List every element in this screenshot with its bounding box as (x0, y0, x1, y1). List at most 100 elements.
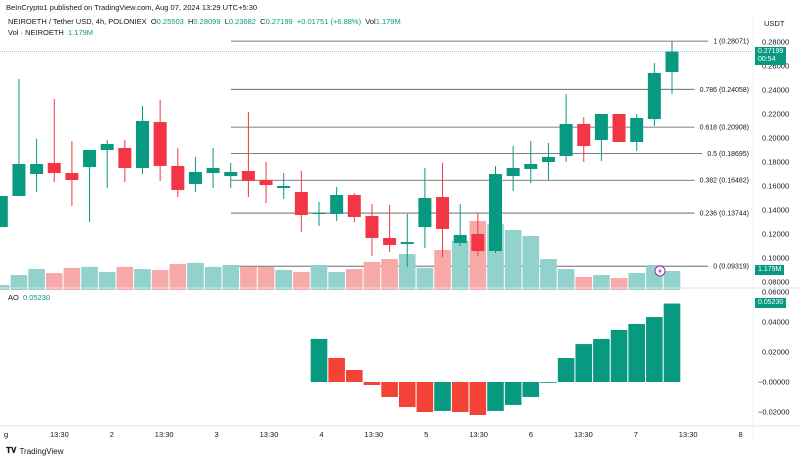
volume-bar (363, 261, 381, 290)
volume-bar (346, 269, 363, 290)
time-axis-tick: 13:30 (364, 430, 383, 439)
ao-bar (646, 317, 663, 382)
time-axis-tick: 4 (319, 430, 323, 439)
candle-body (400, 242, 414, 244)
candle-body (612, 114, 626, 142)
candle (577, 117, 591, 162)
time-axis-tick: 13:30 (260, 430, 279, 439)
time-axis-tick: 13:30 (679, 430, 698, 439)
candle-body (436, 197, 450, 229)
candle-body (453, 234, 467, 243)
volume-bar (116, 266, 134, 290)
bar-countdown: 00:54 (758, 56, 776, 63)
volume-bar (451, 240, 469, 290)
candle-body (418, 198, 432, 228)
candle (188, 156, 202, 192)
candle-body (577, 123, 591, 147)
candle (83, 150, 97, 222)
candle (524, 141, 538, 183)
price-axis-tick: 0.26000 (762, 62, 789, 71)
tradingview-footer[interactable]: 𝐓𝐕 TradingView (6, 446, 64, 456)
ao-bar (398, 382, 416, 408)
time-axis-tick: 13:30 (469, 430, 488, 439)
candle (171, 147, 185, 198)
symbol-title: NEIROETH / Tether USD, 4h, POLONIEX (8, 17, 147, 26)
ao-axis-tick: −0.02000 (758, 408, 790, 417)
ao-axis-tick: 0.06000 (762, 288, 789, 297)
volume-bars (0, 220, 681, 290)
volume-bar (275, 270, 292, 290)
candle-body (12, 164, 26, 196)
price-axis-tick: 0.24000 (762, 86, 789, 95)
volume-bar (416, 267, 434, 290)
candle (0, 195, 8, 228)
time-axis-tick: 3 (215, 430, 219, 439)
time-axis-tick: 2 (110, 430, 114, 439)
currency-label[interactable]: USDT (764, 19, 785, 28)
lightning-icon[interactable] (654, 265, 666, 277)
candle-body (47, 162, 61, 174)
volume-bar (63, 267, 81, 290)
ao-bar (363, 382, 381, 385)
candle (206, 147, 220, 189)
candle (418, 168, 432, 249)
candle-body (559, 123, 573, 156)
candle (12, 78, 26, 196)
price-axis[interactable]: 0.28000 0.26000 0.24000 0.22000 0.20000 0.180… (762, 38, 789, 287)
ao-bar (663, 303, 681, 382)
candle-body (630, 117, 644, 142)
brand-name: TradingView (19, 446, 64, 456)
candle-body (100, 144, 114, 150)
ao-legend[interactable]: AO 0.05230 (8, 293, 50, 302)
volume-legend-label: Vol · NEIROETH (8, 28, 64, 37)
volume-bar (240, 266, 257, 290)
candle (294, 171, 308, 232)
price-axis-tick: 0.16000 (762, 182, 789, 191)
candle-body (277, 186, 291, 189)
candle (100, 140, 114, 189)
volume-bar (169, 264, 187, 290)
time-axis[interactable]: g 13:30 2 13:30 3 13:30 4 13:30 5 13:30 6 13:30 7 13:… (4, 430, 743, 439)
fibonacci-retracement[interactable]: 1 (0.28071) 0.786 (0.24058) 0.618 (0.20908… (231, 39, 749, 271)
candle-body (489, 174, 502, 252)
fib-level-label: 0.618 (0.20908) (700, 125, 749, 132)
time-axis-tick: 6 (529, 430, 533, 439)
ao-bar (381, 382, 398, 397)
ao-legend-value: 0.05230 (23, 293, 51, 302)
volume-bar (222, 265, 240, 290)
candle (47, 99, 61, 183)
candle-body (665, 51, 679, 72)
volume-bar (257, 266, 275, 290)
price-axis-tick: 0.14000 (762, 206, 789, 215)
time-axis-tick: 13:30 (574, 430, 593, 439)
last-price-badge: 0.27199 00:54 (755, 47, 787, 65)
last-price-value: 0.27199 (758, 48, 784, 55)
volume-bar (540, 259, 557, 290)
candle-body (188, 171, 202, 184)
change-value: +0.01751 (+6.88%) (296, 17, 362, 26)
time-axis-tick: 13:30 (155, 430, 174, 439)
candle (665, 40, 679, 94)
volume-bar (151, 270, 169, 290)
time-axis-tick: 8 (739, 430, 743, 439)
candle-body (118, 147, 132, 168)
volume-bar (187, 262, 204, 290)
candle (30, 138, 44, 192)
symbol-legend: NEIROETH / Tether USD, 4h, POLONIEX O0.2… (8, 17, 401, 26)
volume-bar (328, 271, 345, 290)
candle (630, 114, 644, 151)
candle (594, 114, 608, 162)
candlesticks (0, 40, 679, 267)
volume-legend[interactable]: Vol · NEIROETH 1.179M (8, 28, 93, 37)
price-axis-tick: 0.12000 (762, 230, 789, 239)
volume-bar (522, 235, 540, 290)
ao-axis[interactable]: 0.06000 0.04000 0.02000 −0.00000 −0.02000 (758, 288, 790, 417)
volume-badge: 1.179M (755, 265, 785, 275)
candle (365, 204, 379, 256)
candle-body (171, 165, 185, 190)
candle (612, 114, 626, 142)
candle-body (206, 168, 220, 174)
candle-body (259, 180, 273, 186)
candle-body (647, 72, 661, 120)
